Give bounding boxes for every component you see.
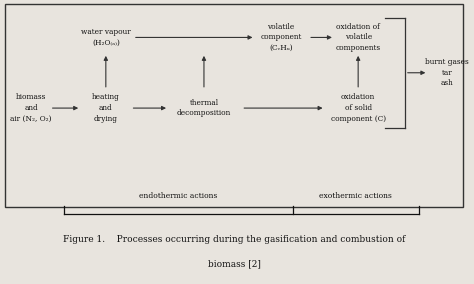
Text: oxidation
of solid
component (C): oxidation of solid component (C) — [330, 93, 386, 123]
Text: exothermic actions: exothermic actions — [319, 192, 392, 200]
Text: biomass
and
air (N₂, O₂): biomass and air (N₂, O₂) — [10, 93, 52, 123]
Text: water vapour
(H₂O₍ₐ₎): water vapour (H₂O₍ₐ₎) — [81, 28, 131, 47]
Text: thermal
decomposition: thermal decomposition — [177, 99, 231, 118]
Text: heating
and
drying: heating and drying — [92, 93, 120, 123]
Text: oxidation of
volatile
components: oxidation of volatile components — [336, 23, 381, 52]
Text: biomass [2]: biomass [2] — [208, 259, 261, 268]
Text: burnt gases
tar
ash: burnt gases tar ash — [425, 58, 469, 87]
Text: volatile
component
(CᵥHᵤ): volatile component (CᵥHᵤ) — [260, 23, 302, 52]
Text: Figure 1.    Processes occurring during the gasification and combustion of: Figure 1. Processes occurring during the… — [63, 235, 406, 244]
Text: endothermic actions: endothermic actions — [139, 192, 218, 200]
FancyBboxPatch shape — [5, 3, 463, 207]
